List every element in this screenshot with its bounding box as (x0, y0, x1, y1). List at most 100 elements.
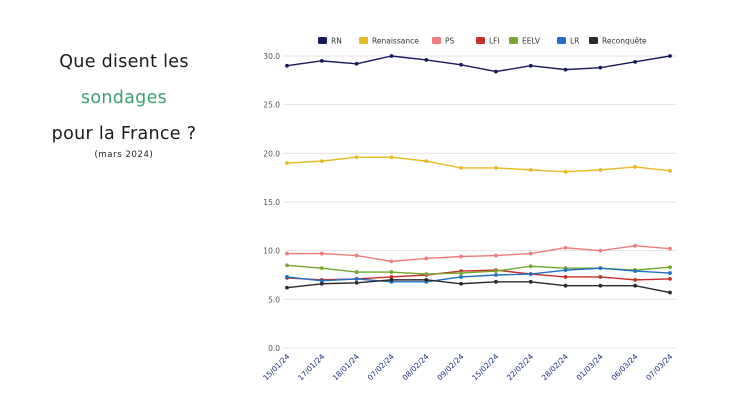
legend-swatch-lr (557, 37, 566, 44)
data-point-rn (459, 62, 463, 67)
data-point-reconqu-te (424, 277, 429, 282)
data-point-renaissance (494, 166, 498, 170)
data-point-reconqu-te (319, 281, 324, 286)
data-point-renaissance (563, 169, 568, 174)
legend-swatch-renaissance (359, 37, 368, 44)
data-point-lr (285, 275, 289, 279)
data-point-ps (598, 248, 603, 253)
data-point-eelv (668, 265, 672, 270)
data-point-rn (494, 69, 498, 74)
title-line-3: pour la France ? (51, 124, 197, 144)
series-line-renaissance (286, 156, 671, 173)
data-point-rn (633, 59, 638, 64)
legend-swatch-eelv (509, 37, 518, 44)
x-tick-label: 06/03/24 (609, 352, 639, 382)
data-point-lfi (668, 276, 672, 281)
data-point-ps (424, 256, 429, 261)
legend-label-ps: PS (445, 37, 455, 46)
data-point-lfi (389, 275, 394, 279)
data-point-renaissance (598, 167, 603, 172)
data-point-lr (354, 276, 359, 281)
data-point-eelv (319, 266, 324, 271)
y-tick-label: 5.0 (268, 295, 280, 304)
legend-label-rn: RN (331, 37, 342, 46)
subtitle: (mars 2024) (94, 150, 154, 160)
data-point-rn (285, 63, 289, 68)
data-point-renaissance (424, 159, 429, 164)
data-point-ps (389, 259, 394, 264)
data-point-eelv (459, 271, 463, 275)
legend-swatch-reconqu-te (589, 37, 598, 44)
data-point-reconqu-te (633, 283, 638, 288)
data-point-lfi (633, 277, 638, 282)
data-point-lr (598, 266, 603, 271)
data-point-rn (563, 67, 568, 72)
title-line-2: sondages (80, 88, 168, 108)
data-point-renaissance (668, 168, 672, 173)
x-tick-label: 18/01/24 (331, 352, 361, 382)
data-point-lr (633, 269, 638, 274)
data-point-reconqu-te (354, 280, 359, 285)
x-tick-label: 07/02/24 (366, 352, 396, 382)
x-tick-label: 28/02/24 (540, 352, 570, 382)
data-point-eelv (354, 270, 359, 274)
data-point-eelv (494, 269, 498, 274)
data-point-rn (389, 54, 394, 58)
data-point-ps (285, 251, 289, 256)
x-tick-label: 15/02/24 (470, 352, 500, 382)
data-point-lfi (598, 275, 603, 279)
data-point-reconqu-te (494, 279, 498, 284)
data-point-renaissance (459, 166, 463, 170)
legend-label-lfi: LFI (489, 37, 500, 46)
data-point-lr (563, 268, 568, 273)
legend-label-eelv: EELV (522, 37, 541, 46)
data-point-reconqu-te (598, 283, 603, 288)
data-point-renaissance (319, 159, 324, 164)
data-point-lr (668, 271, 672, 275)
data-point-ps (528, 251, 533, 256)
data-point-reconqu-te (285, 285, 289, 290)
x-tick-label: 07/03/24 (644, 352, 674, 382)
data-point-rn (528, 63, 533, 68)
legend-label-reconqu-te: Reconquête (602, 37, 647, 46)
y-tick-label: 25.0 (263, 101, 280, 110)
x-tick-label: 15/01/24 (261, 352, 291, 382)
data-point-renaissance (389, 155, 394, 160)
y-tick-label: 10.0 (263, 247, 280, 256)
data-point-lr (528, 272, 533, 276)
x-tick-label: 17/01/24 (296, 352, 326, 382)
x-tick-label: 08/02/24 (401, 352, 431, 382)
data-point-renaissance (285, 161, 289, 165)
data-point-lr (459, 275, 463, 279)
data-point-ps (354, 253, 359, 258)
data-point-rn (319, 58, 324, 63)
data-point-rn (598, 65, 603, 70)
legend-swatch-rn (318, 37, 327, 44)
data-point-reconqu-te (528, 279, 533, 284)
x-tick-label: 09/02/24 (435, 352, 465, 382)
title-line-1: Que disent les (59, 52, 189, 72)
legend-label-lr: LR (570, 37, 579, 46)
data-point-renaissance (354, 155, 359, 160)
y-tick-label: 20.0 (263, 149, 280, 158)
data-point-ps (319, 251, 324, 256)
y-tick-label: 0.0 (268, 344, 280, 353)
data-point-reconqu-te (389, 277, 394, 282)
data-point-reconqu-te (459, 281, 463, 286)
data-point-eelv (424, 272, 429, 276)
title-block: Que disent les sondages pour la France ?… (0, 52, 248, 160)
data-point-rn (668, 54, 672, 58)
data-point-reconqu-te (668, 290, 672, 295)
data-point-rn (354, 61, 359, 66)
data-point-ps (494, 253, 498, 258)
data-point-rn (424, 57, 429, 62)
legend-swatch-ps (432, 37, 441, 44)
data-point-ps (633, 243, 638, 248)
data-point-lfi (563, 275, 568, 279)
legend-label-renaissance: Renaissance (372, 37, 419, 46)
legend-swatch-lfi (476, 37, 485, 44)
data-point-ps (563, 245, 568, 250)
x-tick-label: 22/02/24 (505, 352, 535, 382)
data-point-eelv (285, 263, 289, 268)
